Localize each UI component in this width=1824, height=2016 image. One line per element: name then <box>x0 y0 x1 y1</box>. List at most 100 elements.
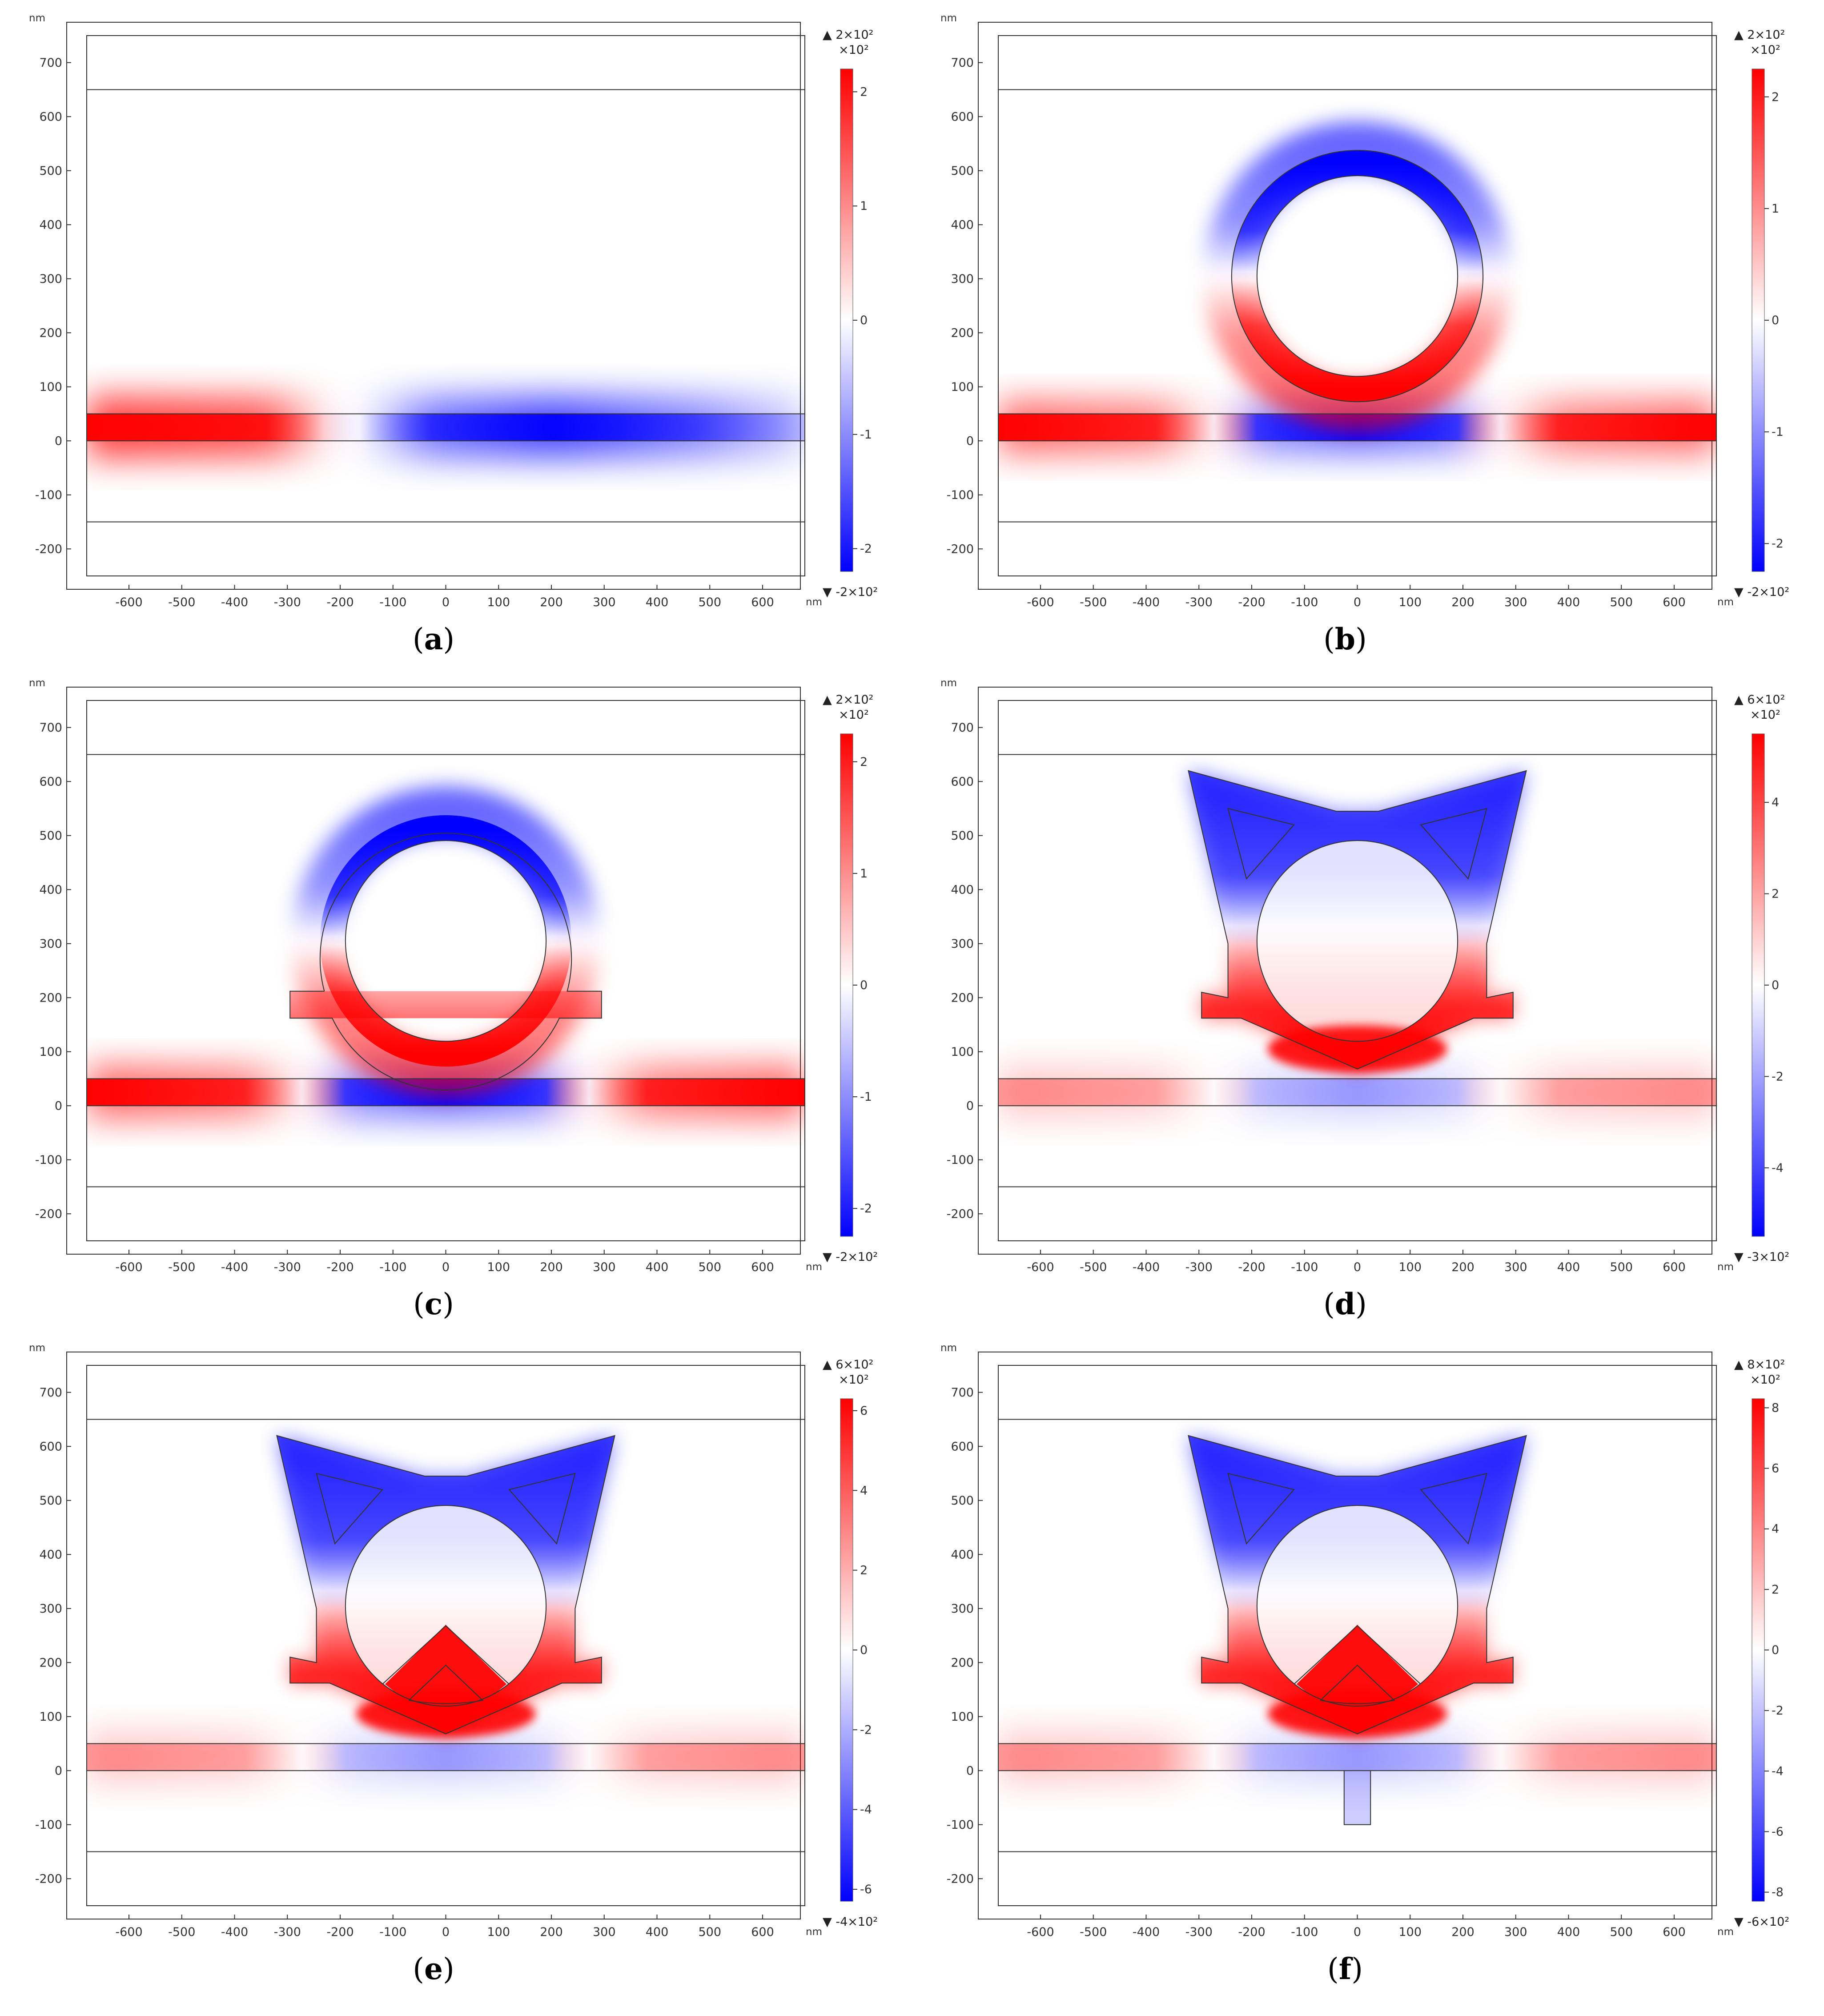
colorbar-min-label: ▼ -2×10² <box>823 585 878 599</box>
y-tick-label: 200 <box>39 991 62 1005</box>
cat-inner-outline <box>1256 1505 1458 1707</box>
x-tick-label: -300 <box>1185 1260 1213 1274</box>
cat-inner-outline <box>1256 840 1458 1042</box>
panel-f: -600 -500 -400 -300 -200 -100 0 100 200 300 400 500… <box>929 1339 1801 1992</box>
y-tick-label: 600 <box>39 110 62 124</box>
colorbar-min-label: ▼ -6×10² <box>1734 1915 1789 1929</box>
colorbar-tick-label: -6 <box>860 1883 872 1896</box>
colorbar-max-label: ▲ 2×10² <box>823 28 873 42</box>
cat-hotspot <box>1267 1025 1447 1073</box>
y-tick-label: 0 <box>966 434 974 448</box>
y-tick-label: 100 <box>951 380 974 394</box>
colorbar-min-label: ▼ -2×10² <box>1734 585 1789 599</box>
y-tick-label: 100 <box>39 380 62 394</box>
y-tick-label: -100 <box>947 488 974 502</box>
stub-field <box>1344 1771 1371 1825</box>
y-unit-label: nm <box>940 12 957 24</box>
ring-field-halo <box>1202 121 1512 431</box>
y-tick-label: 600 <box>951 110 974 124</box>
y-tick-label: 400 <box>951 1548 974 1561</box>
cat-outer-outline <box>1188 1435 1527 1734</box>
x-tick-label: -600 <box>115 1260 142 1274</box>
x-tick-label: -400 <box>221 596 248 609</box>
geometry-outlines <box>998 700 1717 1241</box>
y-tick-label: -200 <box>947 1872 974 1886</box>
y-tick-label: -200 <box>947 542 974 556</box>
colorbar-tick-label: 0 <box>1772 1643 1779 1657</box>
y-tick-label: -100 <box>35 488 62 502</box>
ring-field <box>320 815 572 1067</box>
cat-outer-outline <box>276 1435 615 1734</box>
y-tick-label: 300 <box>39 272 62 286</box>
colorbar-tick-label: 0 <box>860 978 868 992</box>
waveguide-field <box>87 414 805 441</box>
colorbar-min-label: ▼ -4×10² <box>823 1915 878 1929</box>
y-tick-label: 500 <box>951 164 974 178</box>
x-tick-label: 300 <box>593 1260 616 1274</box>
panel-caption: (f) <box>1327 1952 1363 1986</box>
domain-outline <box>998 700 1717 1241</box>
x-tick-label: 300 <box>1504 596 1527 609</box>
x-tick-label: -100 <box>379 1925 406 1939</box>
colorbar-tick-label: -4 <box>860 1803 872 1817</box>
panel-d: -600 -500 -400 -300 -200 -100 0 100 200 300 400 500… <box>929 674 1801 1328</box>
y-tick-label: 0 <box>55 1099 62 1113</box>
right-ear-hole <box>1420 808 1487 880</box>
colorbar-tick-label: -2 <box>1772 1704 1784 1718</box>
colorbar-multiplier: ×10² <box>1750 43 1780 57</box>
x-tick-label: -200 <box>1238 1925 1265 1939</box>
x-tick-label: 500 <box>1610 1260 1633 1274</box>
x-tick-label: -100 <box>1291 1925 1318 1939</box>
x-tick-label: 400 <box>646 1260 669 1274</box>
colorbar-tick-label: -2 <box>860 1723 872 1737</box>
x-tick-label: -300 <box>274 596 301 609</box>
colorbar-tick-label: -6 <box>1772 1825 1784 1839</box>
x-tick-label: -500 <box>1080 596 1107 609</box>
waveguide-field <box>998 1743 1716 1771</box>
x-tick-label: 200 <box>1451 596 1474 609</box>
x-tick-label: -400 <box>1133 1925 1160 1939</box>
y-tick-label: 100 <box>39 1045 62 1059</box>
colorbar <box>840 68 853 572</box>
colorbar-tick-label: 4 <box>1772 796 1779 809</box>
x-tick-label: -500 <box>168 1925 195 1939</box>
y-tick-label: 400 <box>951 883 974 897</box>
x-unit-label: nm <box>806 1926 822 1938</box>
nose-field <box>385 1625 507 1733</box>
nose-outline <box>382 1625 510 1685</box>
x-tick-label: -200 <box>1238 596 1265 609</box>
x-tick-label: -500 <box>1080 1925 1107 1939</box>
field-plot-d: -600 -500 -400 -300 -200 -100 0 100 200 300 400 500… <box>940 677 1789 1321</box>
ring-arms-outline <box>289 833 602 1090</box>
x-tick-label: 100 <box>1398 1260 1422 1274</box>
y-tick-label: 200 <box>951 326 974 340</box>
y-tick-label: 700 <box>39 721 62 735</box>
colorbar-tick-label: 2 <box>1772 887 1779 901</box>
y-tick-label: 200 <box>39 1656 62 1670</box>
x-tick-label: 500 <box>698 1260 721 1274</box>
colorbar-tick-label: 0 <box>1772 314 1779 327</box>
y-tick-label: 300 <box>39 937 62 951</box>
colorbar-max-label: ▲ 6×10² <box>1734 693 1785 707</box>
x-tick-label: 600 <box>1663 1260 1686 1274</box>
x-tick-label: -200 <box>326 596 354 609</box>
y-tick-label: 600 <box>39 1440 62 1453</box>
x-tick-label: -600 <box>1027 596 1054 609</box>
domain-outline <box>86 700 805 1241</box>
y-tick-label: 500 <box>39 1494 62 1508</box>
domain-outline <box>998 1365 1717 1906</box>
panel-e: -600 -500 -400 -300 -200 -100 0 100 200 300 400 500… <box>18 1339 889 1992</box>
colorbar-tick-label: 2 <box>860 1564 868 1577</box>
colorbar-max-label: ▲ 6×10² <box>823 1358 873 1372</box>
geometry-outlines <box>86 1365 805 1906</box>
nose-inner-outline <box>408 1664 484 1704</box>
y-tick-label: 300 <box>951 272 974 286</box>
colorbar-min-label: ▼ -2×10² <box>823 1250 878 1264</box>
nose-inner-outline <box>1320 1664 1395 1704</box>
y-tick-label: 500 <box>39 164 62 178</box>
x-tick-label: -300 <box>274 1260 301 1274</box>
y-tick-label: 0 <box>55 434 62 448</box>
panel-caption: (a) <box>413 622 454 656</box>
nose-field <box>1296 1625 1418 1733</box>
colorbar-tick-label: -2 <box>1772 1070 1784 1083</box>
